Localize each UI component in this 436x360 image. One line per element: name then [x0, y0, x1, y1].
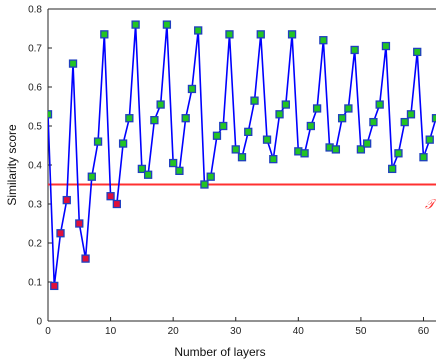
data-point	[331, 145, 341, 154]
x-tick-label: 10	[105, 326, 117, 337]
y-axis-title: Similarity score	[5, 124, 19, 206]
data-point	[287, 30, 297, 39]
data-point	[56, 229, 65, 238]
threshold-label: 𝒯	[425, 197, 436, 212]
data-point	[181, 114, 190, 123]
y-tick-label: 0.3	[28, 200, 42, 211]
data-point	[231, 145, 240, 154]
data-point	[419, 153, 428, 162]
data-point	[244, 127, 253, 137]
data-point	[356, 145, 366, 154]
data-point	[206, 172, 215, 181]
data-point	[81, 254, 90, 263]
y-tick-label: 0	[36, 317, 42, 328]
data-point	[68, 59, 78, 68]
data-point	[150, 116, 159, 125]
data-point	[93, 137, 103, 146]
data-point	[275, 110, 284, 119]
data-point	[256, 30, 265, 39]
data-point	[125, 114, 134, 123]
data-point	[337, 114, 347, 123]
data-point	[175, 166, 184, 176]
data-point	[131, 20, 140, 29]
data-point	[48, 110, 53, 119]
axes-frame	[47, 8, 436, 322]
y-tick-label: 0.8	[28, 5, 42, 16]
data-point	[394, 149, 403, 158]
data-point	[87, 172, 96, 181]
data-point	[162, 20, 172, 29]
x-tick-label: 30	[230, 326, 242, 337]
data-point	[306, 121, 315, 131]
x-tick-label: 40	[293, 326, 305, 337]
data-point	[413, 47, 422, 57]
x-tick-label: 20	[168, 326, 180, 337]
y-tick-label: 0.5	[28, 122, 42, 133]
data-point	[369, 117, 378, 127]
y-tick-label: 0.7	[28, 44, 42, 55]
data-point	[169, 158, 178, 168]
x-axis-title: Number of layers	[174, 345, 265, 359]
data-point	[269, 154, 278, 164]
data-point	[137, 164, 147, 174]
data-point	[143, 170, 153, 179]
x-tick-label: 0	[45, 326, 51, 337]
data-point	[118, 139, 128, 148]
data-point	[312, 104, 322, 113]
x-tick-label: 60	[418, 326, 430, 337]
series-layer	[48, 20, 436, 291]
y-axis-ticks: 0 0.1 0.2 0.3 0.4 0.5 0.6 0.7 0.8	[28, 5, 52, 328]
data-point	[50, 281, 59, 291]
data-point	[62, 195, 71, 205]
data-point	[200, 180, 209, 189]
data-point	[106, 192, 115, 201]
y-tick-label: 0.6	[28, 83, 42, 94]
data-point	[194, 26, 203, 35]
data-point	[319, 36, 328, 45]
data-point	[250, 96, 259, 105]
data-point	[112, 199, 121, 209]
x-axis-ticks: 0 10 20 30 40 50 60	[45, 317, 429, 337]
data-point	[425, 135, 434, 144]
y-tick-label: 0.1	[28, 278, 42, 289]
y-tick-label: 0.2	[28, 239, 42, 250]
data-point	[400, 117, 409, 127]
y-tick-label: 0.4	[28, 161, 42, 172]
data-point	[75, 219, 84, 228]
data-point	[431, 114, 436, 123]
data-point	[350, 45, 359, 55]
data-point	[300, 149, 309, 158]
data-point	[262, 135, 272, 144]
data-point	[406, 110, 416, 119]
data-point	[225, 30, 234, 39]
data-point	[344, 104, 353, 113]
data-point	[212, 131, 222, 140]
data-point	[388, 164, 397, 174]
data-point	[375, 100, 384, 109]
data-point	[237, 153, 247, 162]
data-point	[363, 139, 372, 148]
data-point	[156, 100, 165, 109]
x-tick-label: 50	[355, 326, 367, 337]
data-point	[187, 84, 197, 94]
data-point	[219, 121, 228, 131]
data-point	[100, 30, 109, 39]
data-point	[381, 41, 391, 51]
data-point	[281, 100, 290, 109]
